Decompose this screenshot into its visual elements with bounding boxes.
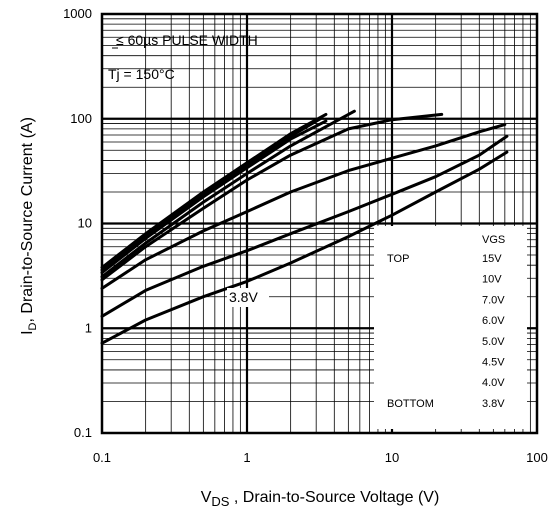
legend-bottom-label: BOTTOM xyxy=(387,398,434,410)
x-tick-label: 100 xyxy=(526,450,548,465)
series-line-8 xyxy=(100,150,509,345)
temperature-annotation: Tj = 150°C xyxy=(108,66,175,82)
series-line-5 xyxy=(100,112,444,282)
legend-entry: 5.0V xyxy=(482,336,505,348)
legend-entry: 10V xyxy=(482,274,502,286)
y-axis-label-rest: , Drain-to-Source Current (A) xyxy=(19,117,36,322)
curve-label-3.8v: 3.8V xyxy=(229,289,258,305)
y-tick-label: 1000 xyxy=(63,6,92,21)
legend-entry: 4.5V xyxy=(482,357,505,369)
series-line-2 xyxy=(100,117,322,272)
y-axis-label-sub: D xyxy=(27,322,39,330)
legend-top-label: TOP xyxy=(387,253,409,265)
x-tick-labels: 0.1 1 10 100 xyxy=(93,450,548,465)
plot-frame xyxy=(100,12,539,435)
legend-entry: 6.0V xyxy=(482,315,505,327)
legend-entry: 15V xyxy=(482,253,502,265)
x-axis-label-main: V xyxy=(201,489,212,506)
y-tick-label: 0.1 xyxy=(74,425,92,440)
series-line-4 xyxy=(100,109,356,279)
x-axis-label-sub: DS xyxy=(211,494,229,509)
series-line-7 xyxy=(100,134,509,318)
y-tick-labels: 1000 100 10 1 0.1 xyxy=(63,6,92,440)
series-line-1 xyxy=(100,112,328,269)
x-axis-label: VDS , Drain-to-Source Voltage (V) xyxy=(201,489,440,509)
legend-header: VGS xyxy=(482,234,505,246)
y-tick-label: 100 xyxy=(70,111,92,126)
x-tick-label: 0.1 xyxy=(93,450,111,465)
y-tick-label: 1 xyxy=(85,320,92,335)
y-tick-label: 10 xyxy=(78,216,92,231)
series-line-3 xyxy=(100,119,328,275)
pulse-width-annotation: ≤ 60µs PULSE WIDTH xyxy=(116,32,258,48)
x-tick-label: 1 xyxy=(243,450,250,465)
series-group xyxy=(100,109,509,345)
y-axis-label: ID, Drain-to-Source Current (A) xyxy=(19,117,39,335)
x-tick-label: 10 xyxy=(385,450,399,465)
series-line-6 xyxy=(100,123,507,290)
x-axis-label-rest: , Drain-to-Source Voltage (V) xyxy=(229,489,439,506)
legend: VGS TOP BOTTOM 15V 10V 7.0V 6.0V 5.0V 4.5V 4.0… xyxy=(387,234,505,410)
legend-entry: 7.0V xyxy=(482,294,505,306)
y-axis-label-main: I xyxy=(19,330,36,334)
legend-entries: 15V 10V 7.0V 6.0V 5.0V 4.5V 4.0V 3.8V xyxy=(482,253,505,410)
legend-entry: 3.8V xyxy=(482,398,505,410)
legend-entry: 4.0V xyxy=(482,377,505,389)
legend-box xyxy=(374,226,527,429)
curve-label-bg xyxy=(227,288,269,307)
